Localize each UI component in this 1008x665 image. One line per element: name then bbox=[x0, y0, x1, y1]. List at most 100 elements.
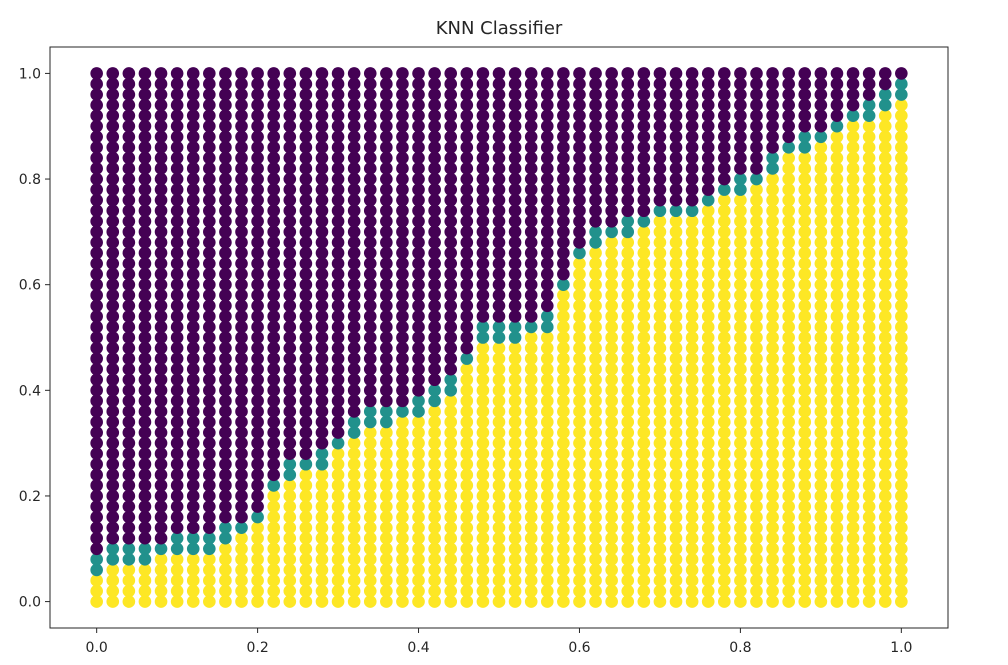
data-point bbox=[122, 183, 136, 196]
data-point bbox=[830, 77, 844, 91]
data-point bbox=[331, 500, 345, 513]
data-point bbox=[782, 457, 795, 471]
data-point bbox=[782, 362, 795, 376]
data-point bbox=[573, 204, 586, 218]
data-point bbox=[476, 405, 490, 418]
data-point bbox=[573, 595, 586, 608]
data-point bbox=[798, 373, 812, 387]
data-point bbox=[363, 130, 377, 144]
data-point bbox=[122, 394, 136, 408]
data-point bbox=[685, 415, 699, 429]
data-point bbox=[621, 236, 635, 249]
data-point bbox=[203, 436, 216, 450]
data-point bbox=[476, 288, 490, 302]
data-point bbox=[219, 510, 232, 524]
data-point bbox=[251, 88, 264, 101]
data-point bbox=[653, 341, 667, 355]
data-point bbox=[412, 299, 425, 313]
data-point bbox=[460, 109, 474, 122]
data-point bbox=[895, 574, 908, 587]
data-point bbox=[814, 426, 828, 439]
data-point bbox=[540, 574, 554, 587]
data-point bbox=[621, 500, 635, 513]
data-point bbox=[557, 162, 570, 175]
data-point bbox=[878, 531, 892, 545]
data-point bbox=[90, 183, 103, 196]
data-point bbox=[363, 331, 377, 344]
data-point bbox=[492, 394, 506, 408]
data-point bbox=[396, 88, 409, 101]
data-point bbox=[267, 500, 281, 513]
data-point bbox=[605, 563, 618, 577]
data-point bbox=[846, 479, 860, 492]
data-point bbox=[412, 500, 425, 513]
data-point bbox=[750, 77, 763, 91]
data-point bbox=[315, 257, 329, 270]
data-point bbox=[589, 331, 602, 344]
data-point bbox=[315, 415, 329, 429]
data-point bbox=[750, 288, 763, 302]
data-point bbox=[492, 88, 506, 101]
data-point bbox=[846, 88, 860, 101]
data-point bbox=[540, 288, 554, 302]
data-point bbox=[154, 405, 168, 418]
data-point bbox=[186, 162, 200, 175]
data-point bbox=[557, 98, 570, 112]
data-point bbox=[557, 510, 570, 524]
data-point bbox=[122, 331, 136, 344]
data-point bbox=[701, 310, 715, 323]
data-point bbox=[315, 542, 329, 556]
data-point bbox=[718, 246, 731, 260]
data-point bbox=[814, 67, 828, 80]
data-point bbox=[814, 510, 828, 524]
data-point bbox=[814, 257, 828, 270]
data-point bbox=[380, 172, 393, 186]
data-point bbox=[428, 426, 441, 439]
data-point bbox=[363, 362, 377, 376]
data-point bbox=[170, 119, 184, 133]
data-point bbox=[766, 193, 779, 207]
data-point bbox=[396, 257, 409, 270]
data-point bbox=[347, 183, 361, 196]
data-point bbox=[557, 373, 570, 387]
data-point bbox=[557, 183, 570, 196]
data-point bbox=[734, 479, 747, 492]
data-point bbox=[331, 394, 345, 408]
data-point bbox=[557, 468, 570, 482]
data-point bbox=[750, 468, 763, 482]
data-point bbox=[219, 542, 232, 556]
data-point bbox=[669, 468, 683, 482]
data-point bbox=[412, 119, 425, 133]
data-point bbox=[653, 352, 667, 365]
data-point bbox=[203, 236, 216, 249]
data-point bbox=[718, 288, 731, 302]
data-point bbox=[766, 542, 779, 556]
data-point bbox=[589, 204, 602, 218]
data-point bbox=[766, 141, 779, 154]
data-point bbox=[621, 288, 635, 302]
data-point bbox=[412, 288, 425, 302]
data-point bbox=[347, 542, 361, 556]
data-point bbox=[669, 204, 683, 218]
data-point bbox=[637, 193, 651, 207]
data-point bbox=[283, 215, 297, 228]
data-point bbox=[251, 489, 264, 503]
data-point bbox=[782, 109, 795, 122]
data-point bbox=[90, 119, 103, 133]
data-point bbox=[90, 98, 103, 112]
data-point bbox=[605, 553, 618, 566]
data-point bbox=[524, 542, 538, 556]
data-point bbox=[428, 119, 441, 133]
data-point bbox=[170, 257, 184, 270]
data-point bbox=[203, 553, 216, 566]
data-point bbox=[347, 299, 361, 313]
data-point bbox=[540, 521, 554, 534]
data-point bbox=[347, 204, 361, 218]
data-point bbox=[782, 479, 795, 492]
data-point bbox=[363, 109, 377, 122]
data-point bbox=[106, 531, 120, 545]
data-point bbox=[605, 162, 618, 175]
data-point bbox=[573, 310, 586, 323]
data-point bbox=[540, 215, 554, 228]
data-point bbox=[669, 67, 683, 80]
